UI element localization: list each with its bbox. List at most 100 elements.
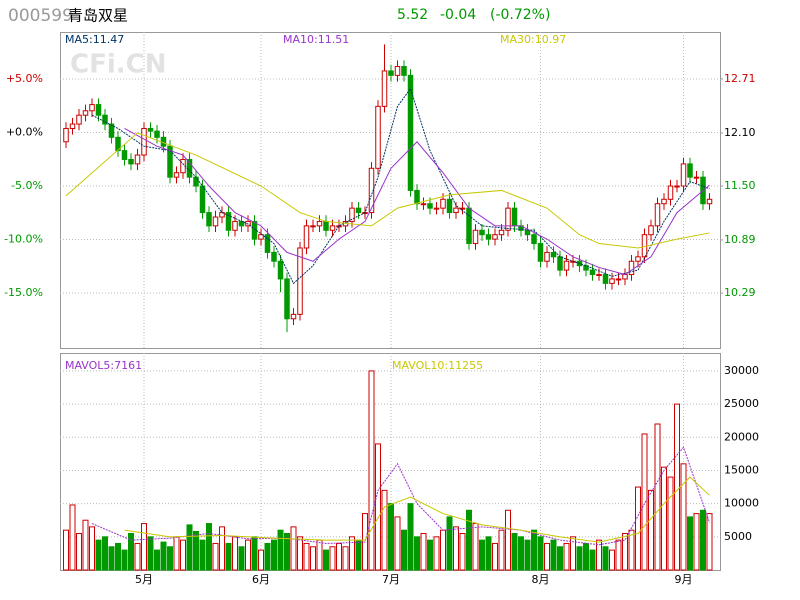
legend-label: MAVOL5:7161	[65, 359, 142, 372]
volume-bar	[297, 536, 303, 571]
candle-body	[225, 212, 232, 231]
candle-body	[511, 207, 518, 227]
candle-body	[206, 212, 212, 227]
legend-label: MA30:10.97	[500, 33, 566, 46]
x-tick-label: 7月	[382, 573, 400, 586]
ma-line	[124, 128, 710, 276]
candle-body	[492, 234, 498, 240]
volume-bar	[401, 529, 407, 571]
candle-body	[82, 110, 89, 116]
volume-bar	[271, 539, 277, 571]
legend-label: MAVOL10:11255	[392, 359, 483, 372]
volume-bar	[570, 536, 576, 571]
change-pct: (-0.72%)	[490, 7, 550, 23]
candle-body	[524, 229, 531, 236]
volume-bar	[89, 526, 95, 571]
volume-bar	[583, 542, 589, 571]
candle-body	[284, 278, 290, 320]
y2-tick-label: 10.29	[724, 286, 756, 299]
volume-bar	[453, 526, 459, 571]
volume-bar	[212, 542, 219, 571]
candle-body	[615, 278, 622, 281]
change: -0.04	[440, 7, 476, 23]
legend-label: MA10:11.51	[283, 33, 349, 46]
candle-body	[648, 225, 654, 236]
volume-bar	[550, 539, 557, 571]
volume-bar	[459, 533, 466, 571]
candle-body	[199, 185, 206, 214]
candle-body	[466, 207, 472, 245]
candle-body	[212, 216, 219, 227]
volume-bar	[394, 516, 401, 571]
volume-bar	[576, 546, 583, 571]
y-tick-label: -15.0%	[4, 286, 43, 299]
candle-body	[654, 203, 661, 227]
candle-body	[147, 127, 154, 132]
candle-body	[427, 203, 433, 209]
volume-bar	[186, 524, 193, 571]
candle-body	[472, 229, 479, 245]
candle-body	[271, 251, 277, 262]
volume-bar	[277, 529, 284, 571]
volume-bar	[420, 533, 427, 571]
volume-bar	[602, 546, 609, 571]
candle-body	[622, 274, 628, 280]
candle-body	[401, 66, 407, 76]
watermark: CFi.CN	[70, 50, 166, 80]
candle-body	[264, 234, 271, 253]
candle-body	[128, 158, 134, 165]
y2-tick-label: 12.71	[724, 72, 756, 85]
y-tick-label: -10.0%	[4, 232, 43, 245]
candle-body	[589, 269, 596, 276]
candle-body	[238, 220, 245, 227]
volume-bar	[238, 546, 245, 571]
volume-bar	[492, 542, 498, 571]
candle-body	[550, 251, 557, 258]
volume-bar	[693, 513, 700, 571]
y2-tick-label: 12.10	[724, 126, 756, 139]
candle-body	[89, 104, 95, 112]
candle-body	[414, 189, 420, 205]
volume-bar	[232, 536, 238, 571]
volume-bar	[134, 542, 141, 571]
volume-bar	[635, 486, 641, 571]
candle-body	[680, 163, 687, 187]
candle-body	[388, 70, 394, 76]
volume-bar	[557, 546, 563, 571]
x-tick-label: 8月	[532, 573, 550, 586]
y-tick-label: 10000	[724, 497, 759, 510]
volume-bar	[472, 523, 479, 571]
candle-body	[693, 176, 700, 179]
y-tick-label: -5.0%	[11, 179, 43, 192]
candle-body	[95, 104, 102, 116]
candle-body	[141, 127, 147, 156]
candle-body	[433, 207, 440, 210]
volume-bar	[251, 536, 258, 571]
candle-body	[420, 203, 427, 206]
volume-bar	[258, 549, 264, 571]
candle-body	[674, 185, 680, 188]
candle-body	[154, 130, 160, 138]
volume-bar	[615, 539, 622, 571]
candle-body	[355, 207, 362, 214]
volume-bar	[303, 542, 310, 571]
candle-body	[446, 198, 453, 214]
ma-line	[124, 476, 710, 543]
volume-bar	[69, 504, 76, 571]
volume-bar	[537, 536, 544, 571]
y-tick-label: +0.0%	[6, 125, 43, 138]
volume-bar	[173, 536, 180, 571]
candle-body	[583, 265, 589, 271]
candle-body	[628, 260, 635, 276]
candle-body	[544, 251, 550, 262]
candle-body	[407, 74, 414, 191]
ma-line	[65, 132, 710, 249]
volume-bar	[219, 526, 225, 571]
candle-body	[121, 150, 128, 160]
volume-bar	[680, 463, 687, 571]
volume-bar	[700, 509, 706, 571]
volume-bar	[641, 433, 648, 571]
volume-bar	[446, 516, 453, 571]
y-tick-label: 15000	[724, 463, 759, 476]
volume-bar	[108, 546, 115, 571]
